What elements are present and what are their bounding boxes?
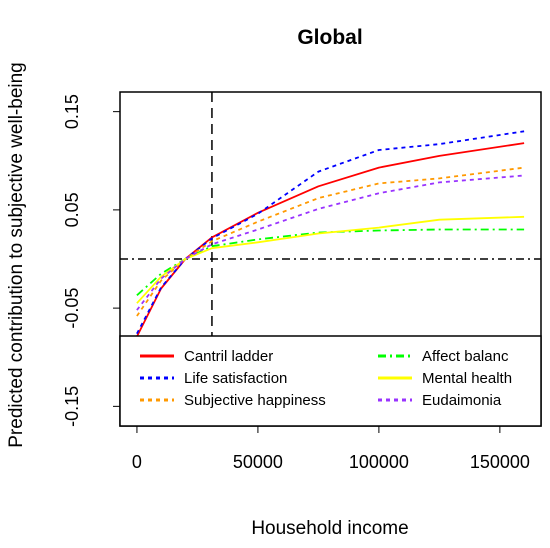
- x-tick-label: 150000: [470, 452, 530, 472]
- series-line-mental-health: [136, 215, 525, 304]
- y-tick-label: -0.15: [62, 386, 82, 427]
- legend-box: [119, 335, 542, 427]
- x-axis: 0 50000 100000 150000: [132, 426, 530, 472]
- y-tick-label: 0.05: [62, 192, 82, 227]
- x-tick-label: 50000: [233, 452, 283, 472]
- series-line-eudaimonia: [136, 174, 525, 311]
- series-line-subjective-happiness: [136, 166, 525, 317]
- series-line-cantril-ladder: [136, 142, 525, 338]
- legend: Cantril ladder Life satisfaction Subjectiv…: [119, 335, 542, 427]
- y-axis: -0.15 -0.05 0.05 0.15: [62, 94, 120, 427]
- x-tick-label: 100000: [349, 452, 409, 472]
- x-tick-label: 0: [132, 452, 142, 472]
- legend-label: Subjective happiness: [184, 392, 326, 409]
- series-group: [136, 130, 525, 338]
- legend-label: Mental health: [422, 370, 512, 387]
- legend-label: Eudaimonia: [422, 392, 502, 409]
- series-line-affect-balance: [136, 228, 525, 296]
- y-tick-label: 0.15: [62, 94, 82, 129]
- x-axis-title: Household income: [251, 518, 408, 539]
- legend-label: Life satisfaction: [184, 370, 287, 387]
- chart-title: Global: [297, 26, 362, 49]
- y-tick-label: -0.05: [62, 288, 82, 329]
- y-axis-title: Predicted contribution to subjective wel…: [6, 62, 27, 448]
- legend-label: Affect balanc: [422, 348, 509, 365]
- series-line-life-satisfaction: [136, 130, 525, 335]
- legend-label: Cantril ladder: [184, 348, 273, 365]
